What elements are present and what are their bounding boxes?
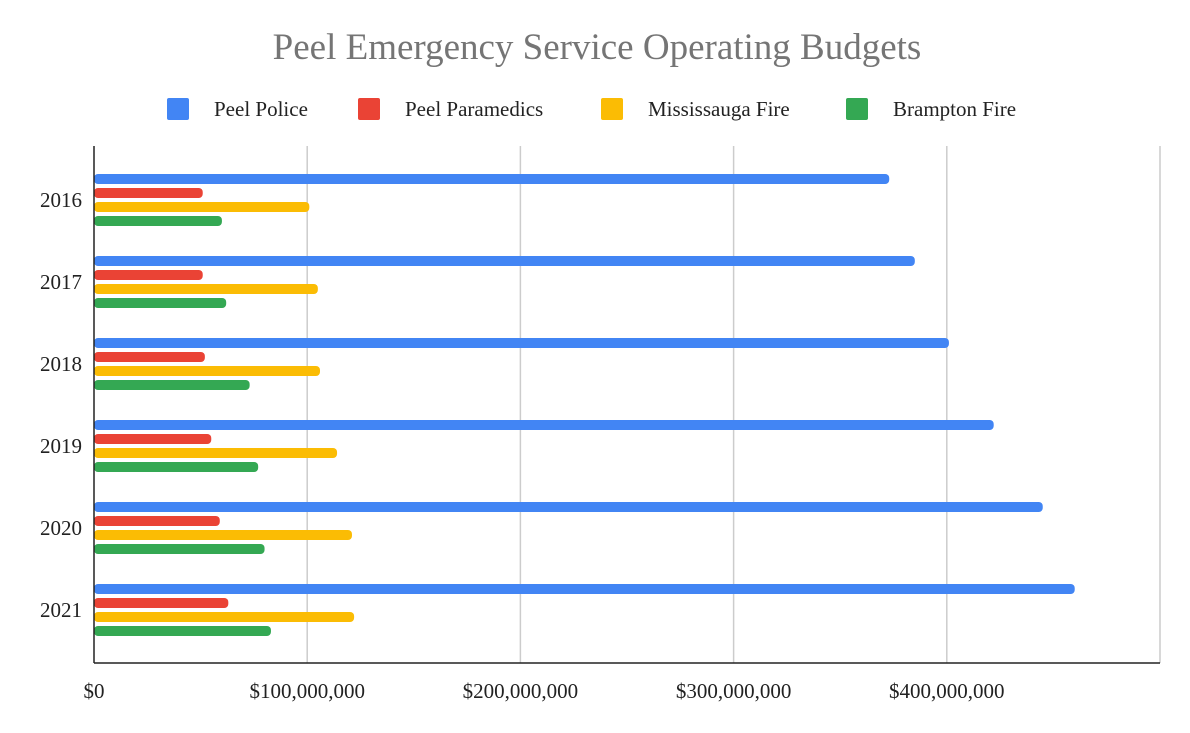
- bar-brampton-fire-2020: [94, 544, 265, 554]
- legend-swatch-mississauga-fire: [601, 98, 623, 120]
- y-tick-label-2016: 2016: [40, 188, 82, 212]
- legend-swatch-peel-police: [167, 98, 189, 120]
- legend-label-mississauga-fire: Mississauga Fire: [648, 96, 790, 121]
- bar-mississauga-fire-2021: [94, 612, 355, 622]
- bar-peel-police-2017: [94, 256, 915, 266]
- x-tick-label: $0: [84, 679, 105, 703]
- bar-brampton-fire-2016: [94, 216, 222, 226]
- bar-peel-police-2020: [94, 502, 1043, 512]
- bar-peel-paramedics-2020: [94, 516, 220, 526]
- y-tick-labels: 2016 2017 2018 2019 2020 2021: [40, 188, 82, 622]
- x-tick-label: $200,000,000: [463, 679, 579, 703]
- legend-label-peel-police: Peel Police: [214, 96, 308, 121]
- bar-brampton-fire-2021: [94, 626, 271, 636]
- bar-brampton-fire-2018: [94, 380, 250, 390]
- bar-mississauga-fire-2017: [94, 284, 318, 294]
- y-tick-label-2021: 2021: [40, 598, 82, 622]
- y-tick-label-2018: 2018: [40, 352, 82, 376]
- legend-item-peel-paramedics: Peel Paramedics: [358, 94, 543, 124]
- bar-brampton-fire-2019: [94, 462, 259, 472]
- legend-label-brampton-fire: Brampton Fire: [893, 96, 1017, 121]
- chart-title: Peel Emergency Service Operating Budgets: [272, 27, 922, 68]
- legend-swatch-brampton-fire: [846, 98, 868, 120]
- bar-peel-paramedics-2017: [94, 270, 203, 280]
- legend-item-mississauga-fire: Mississauga Fire: [601, 94, 790, 124]
- bar-mississauga-fire-2019: [94, 448, 338, 458]
- legend-swatch-peel-paramedics: [358, 98, 380, 120]
- bar-mississauga-fire-2016: [94, 202, 310, 212]
- bar-brampton-fire-2017: [94, 298, 227, 308]
- bar-peel-paramedics-2021: [94, 598, 229, 608]
- x-tick-label: $300,000,000: [676, 679, 792, 703]
- bar-peel-police-2021: [94, 584, 1075, 594]
- bar-peel-police-2018: [94, 338, 949, 348]
- y-tick-label-2020: 2020: [40, 516, 82, 540]
- y-tick-label-2019: 2019: [40, 434, 82, 458]
- legend-label-peel-paramedics: Peel Paramedics: [405, 96, 544, 121]
- y-tick-label-2017: 2017: [40, 270, 82, 294]
- bar-peel-police-2019: [94, 420, 994, 430]
- legend-item-brampton-fire: Brampton Fire: [846, 94, 1016, 124]
- x-tick-labels: $0 $100,000,000 $200,000,000 $300,000,000 $4…: [84, 679, 1005, 703]
- x-tick-label: $400,000,000: [889, 679, 1005, 703]
- bar-peel-paramedics-2016: [94, 188, 203, 198]
- x-tick-label: $100,000,000: [249, 679, 365, 703]
- bar-mississauga-fire-2018: [94, 366, 320, 376]
- bar-peel-police-2016: [94, 174, 890, 184]
- bar-mississauga-fire-2020: [94, 530, 352, 540]
- bar-peel-paramedics-2018: [94, 352, 205, 362]
- axes: [93, 146, 1160, 664]
- bars: [94, 174, 1075, 636]
- legend: Peel Police Peel Paramedics Mississauga Fi…: [0, 94, 1190, 124]
- gridlines: [306, 146, 1161, 663]
- bar-peel-paramedics-2019: [94, 434, 212, 444]
- legend-item-peel-police: Peel Police: [167, 94, 308, 124]
